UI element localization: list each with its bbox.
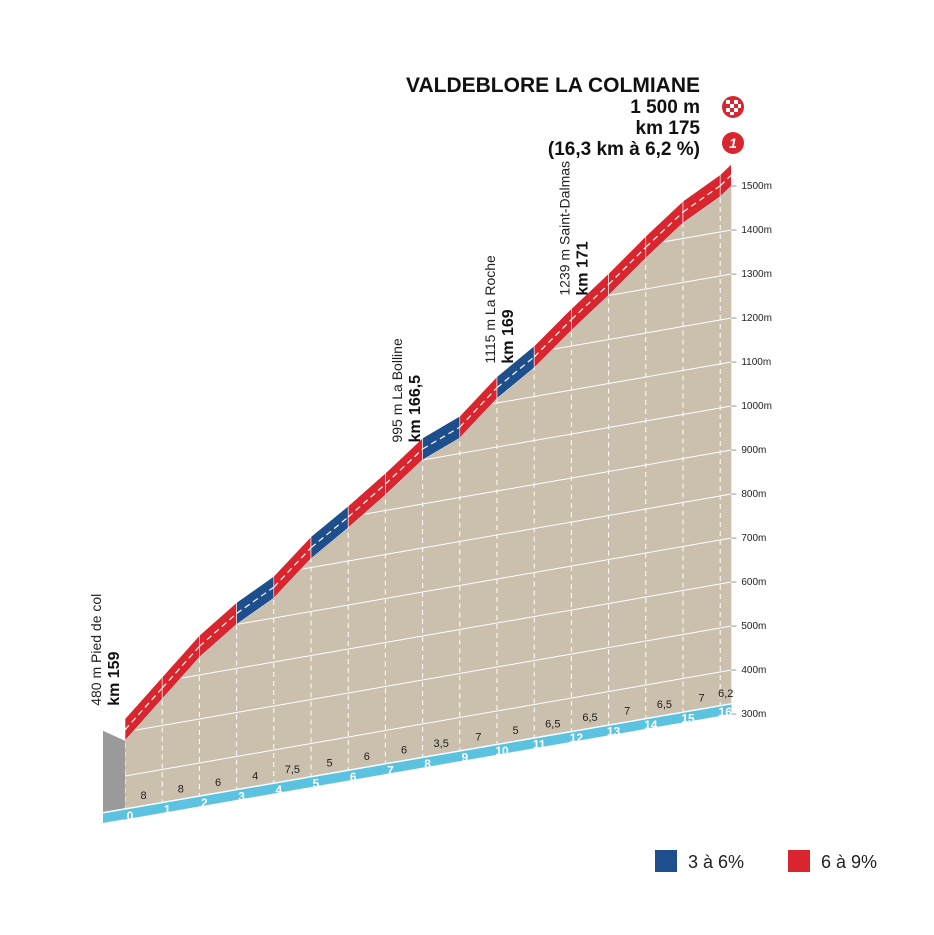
gradient-label: 6,2 [718, 688, 733, 700]
grid-line [125, 669, 732, 777]
gradient-label: 6 [364, 751, 370, 763]
gradient-dash [719, 174, 732, 187]
y-tick-label: 1100m [741, 357, 771, 368]
waypoint-label: 995 m La Bolline [389, 338, 405, 443]
y-tick-label: 1000m [741, 401, 772, 412]
legend-label: 6 à 9% [821, 852, 877, 872]
grid-line [125, 581, 732, 689]
x-tick-label: 1 [164, 803, 171, 817]
legend: 3 à 6% 6 à 9% [655, 850, 877, 872]
gradient-label: 5 [327, 757, 333, 769]
y-tick-label: 800m [741, 489, 766, 500]
gradient-label: 7 [699, 692, 705, 704]
gradient-dash [459, 387, 498, 428]
y-tick-label: 1300m [741, 269, 772, 280]
x-tick-label: 4 [275, 783, 282, 797]
gradient-dash [645, 211, 684, 248]
gradient-segment [719, 163, 732, 198]
gradient-label: 6 [401, 744, 407, 756]
x-tick-label: 9 [461, 751, 468, 765]
gradient-label: 6 [215, 777, 221, 789]
x-tick-label: 10 [495, 744, 509, 758]
legend-swatch [655, 850, 677, 872]
finish-icon [722, 96, 744, 118]
legend-label: 3 à 6% [688, 852, 744, 872]
y-tick-label: 600m [741, 577, 766, 588]
gradient-dash [310, 516, 349, 549]
y-tick-label: 300m [741, 709, 766, 720]
y-tick-label: 1400m [741, 225, 772, 236]
chart-title: VALDEBLORE LA COLMIANE [406, 74, 700, 97]
x-tick-label: 3 [238, 790, 245, 804]
grid-line [125, 625, 732, 733]
gradient-dash [273, 547, 312, 588]
x-tick-label: 13 [607, 725, 621, 739]
summary-gradient: (16,3 km à 6,2 %) [548, 139, 700, 160]
waypoint-label: 1239 m Saint-Dalmas [556, 161, 572, 296]
gradient-dash [384, 448, 424, 485]
y-tick-label: 400m [741, 665, 766, 676]
gradient-label: 8 [141, 790, 147, 802]
waypoint-label: 1115 m La Roche [482, 255, 498, 364]
gradient-dash [682, 185, 721, 213]
x-tick-label: 12 [570, 731, 584, 745]
gradient-label: 7,5 [285, 764, 300, 776]
x-tick-label: 2 [201, 796, 208, 810]
gradient-label: 3,5 [434, 738, 449, 750]
category-label: 1 [729, 135, 737, 151]
y-tick-label: 500m [741, 621, 766, 632]
gradient-dash [608, 246, 647, 285]
category-icon [722, 132, 744, 154]
legend-swatch [788, 850, 810, 872]
gradient-dash [236, 586, 275, 614]
y-tick-label: 700m [741, 533, 766, 544]
x-tick-label: 7 [387, 764, 394, 778]
km-axis [103, 703, 732, 823]
gradient-dash [199, 613, 237, 647]
gradient-dash [422, 426, 461, 450]
gradient-dash [533, 319, 572, 358]
x-tick-label: 0 [127, 809, 134, 823]
summary-km: km 175 [636, 118, 701, 139]
gradient-label: 7 [475, 731, 481, 743]
x-tick-label: 16 [719, 705, 733, 719]
km-axis-top [103, 703, 732, 814]
waypoint-km: km 169 [500, 309, 517, 363]
summary-altitude: 1 500 m [630, 97, 700, 118]
profile-side [103, 730, 125, 820]
x-tick-label: 14 [644, 718, 658, 732]
gradient-label: 4 [252, 770, 258, 782]
x-tick-label: 8 [424, 757, 431, 771]
x-tick-label: 5 [313, 777, 320, 791]
gradient-dash [496, 356, 535, 389]
gradient-label: 6,5 [582, 712, 597, 724]
gradient-label: 5 [513, 725, 519, 737]
waypoint-km: km 171 [574, 241, 591, 295]
gradient-label: 6,5 [657, 699, 672, 711]
gradient-dash [570, 284, 610, 321]
waypoint-km: km 159 [106, 651, 123, 705]
gradient-label: 6,5 [545, 718, 560, 730]
waypoint-label: 480 m Pied de col [88, 594, 104, 706]
gradient-label: 7 [624, 705, 630, 717]
gradient-label: 8 [178, 783, 184, 795]
y-tick-label: 1200m [741, 313, 772, 324]
x-tick-label: 6 [350, 770, 357, 784]
y-tick-label: 1500m [741, 181, 772, 192]
waypoint-km: km 166,5 [407, 375, 424, 443]
x-tick-label: 11 [533, 738, 546, 752]
y-tick-label: 900m [741, 445, 766, 456]
x-tick-label: 15 [681, 712, 695, 726]
gradient-dash [347, 483, 386, 518]
